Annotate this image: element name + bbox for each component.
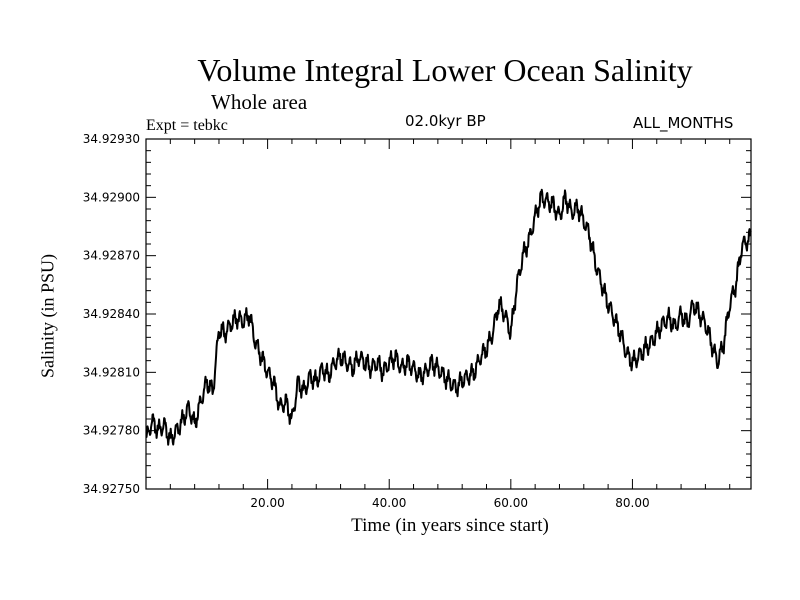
y-tick-label: 34.92870 <box>83 249 140 263</box>
y-tick-label: 34.92780 <box>83 424 140 438</box>
salinity-series-line <box>145 188 752 446</box>
y-tick-label: 34.92900 <box>83 190 140 204</box>
period-label: 02.0kyr BP <box>405 112 486 130</box>
y-tick-label: 34.92810 <box>83 365 140 379</box>
chart-title: Volume Integral Lower Ocean Salinity <box>197 52 693 88</box>
x-tick-label: 80.00 <box>615 496 649 510</box>
months-label: ALL_MONTHS <box>633 114 734 132</box>
x-axis-label: Time (in years since start) <box>351 515 549 536</box>
chart-subtitle: Whole area <box>211 90 308 114</box>
x-tick-label: 60.00 <box>494 496 528 510</box>
y-tick-label: 34.92840 <box>83 307 140 321</box>
y-tick-label: 34.92750 <box>83 482 140 496</box>
x-tick-label: 40.00 <box>372 496 406 510</box>
y-tick-label: 34.92930 <box>83 132 140 146</box>
plot-frame <box>145 138 752 490</box>
x-tick-label: 20.00 <box>250 496 284 510</box>
experiment-label: Expt = tebkc <box>146 117 228 134</box>
